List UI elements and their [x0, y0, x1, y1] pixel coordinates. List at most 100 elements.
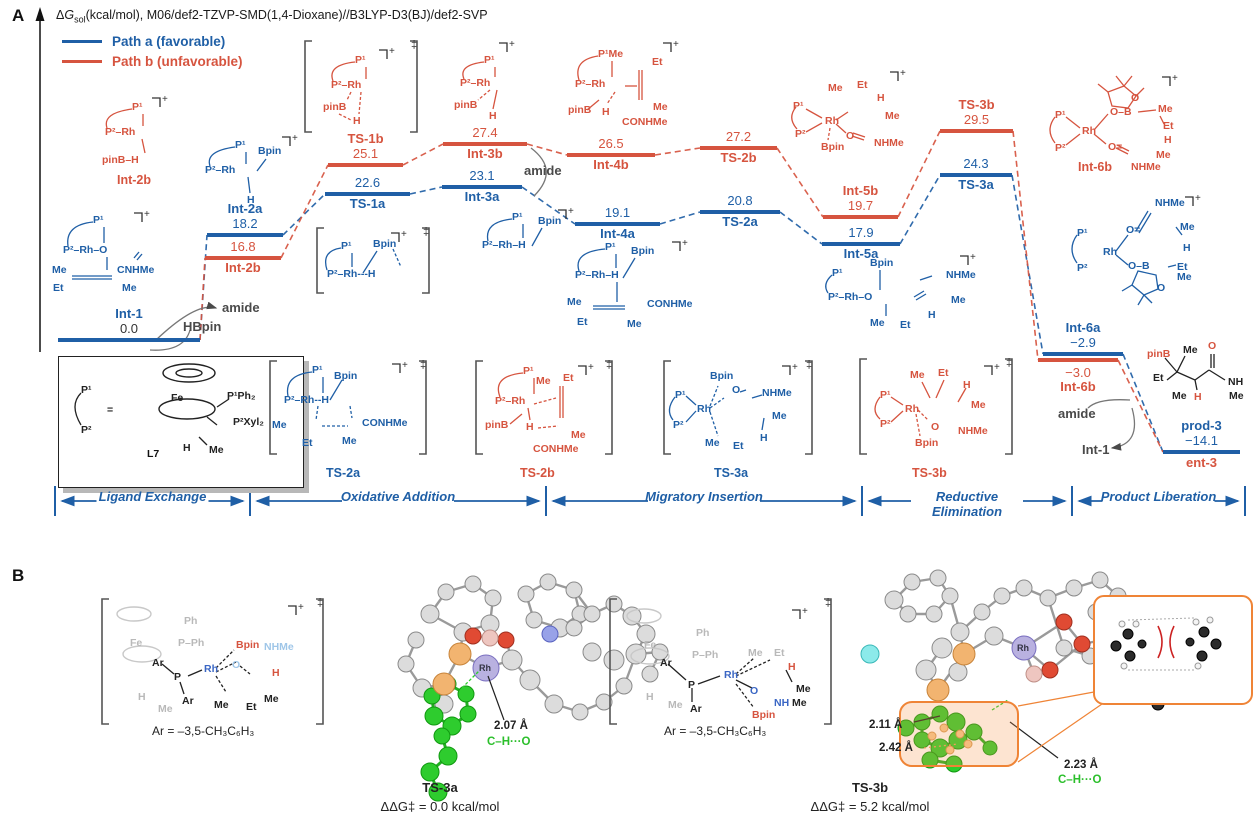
- plus-charge-icon: +: [792, 362, 798, 373]
- black-atom-sphere: [1185, 637, 1195, 647]
- bond: [1167, 264, 1177, 268]
- level-bar-ts3a: [940, 173, 1012, 177]
- gray-atom-sphere: [437, 583, 455, 601]
- atom-label: NHMe: [874, 137, 904, 149]
- bond-path: [1137, 294, 1145, 306]
- plus-charge-icon: +: [509, 39, 515, 50]
- green-atom-sphere: [433, 727, 451, 745]
- bond: [329, 379, 343, 401]
- structure-bonds-prod3: [1164, 354, 1226, 391]
- structure-int6b: + P¹ P² Rh O–B O Me Et H Me O= NHMe Int-6b: [1042, 60, 1242, 174]
- P-atom-sphere: [432, 672, 456, 696]
- structure-int4a: + P¹ Bpin P²–Rh–H Me CONHMe Et Me: [565, 238, 713, 340]
- atom-label: P²–Rh–H: [482, 239, 526, 251]
- atom-label: P–Ph: [178, 637, 205, 649]
- annotation-amide-2: amide: [524, 163, 562, 178]
- bond: [1093, 133, 1107, 145]
- panel-b-label: B: [12, 566, 25, 585]
- bond: [315, 405, 319, 421]
- bond: [1115, 147, 1129, 155]
- atom-label: P¹: [93, 214, 104, 226]
- bond: [709, 411, 719, 437]
- pointer-line: [487, 675, 505, 721]
- atom-label: Bpin: [258, 145, 282, 157]
- structure-ts1b: + ‡ P¹ P²–Rh pinB H: [303, 38, 419, 136]
- level-bar-ts2b: [700, 146, 777, 150]
- bond-path: [825, 274, 833, 294]
- bond-path: [1143, 294, 1153, 304]
- P-atom-sphere: [926, 678, 950, 702]
- annotation-hbpin-1: HBpin: [183, 319, 222, 334]
- green-atom-sphere: [457, 685, 475, 703]
- atom-label: P²: [1077, 262, 1088, 274]
- ddagger-icon: ‡: [423, 226, 429, 238]
- gray-atom-sphere: [1015, 579, 1033, 597]
- level-label-ts2b: TS-2b: [720, 150, 757, 165]
- structure-L7: P¹ = P² Fe P¹Ph₂ P²Xyl₂ H Me L7: [58, 356, 304, 488]
- atom-label: Me: [1172, 390, 1187, 402]
- level-value-ts3b: 29.5: [963, 112, 990, 127]
- gray-atom-sphere: [948, 662, 968, 682]
- atom-label: P: [174, 671, 182, 683]
- atom-label: Bpin: [915, 437, 939, 449]
- panel-a-label: A: [12, 6, 25, 25]
- gray-atom-sphere: [544, 694, 564, 714]
- atom-label: Me: [567, 296, 582, 308]
- structure-caption-ts2b: TS-2b: [520, 466, 555, 480]
- bond: [1176, 355, 1186, 373]
- measurement-label-5: C–H···O: [1058, 774, 1102, 786]
- bond-path: [392, 248, 402, 268]
- atom-label: P¹: [793, 100, 804, 112]
- atom-label: H: [760, 432, 768, 444]
- atom-label: O: [232, 659, 241, 671]
- bond: [1164, 357, 1178, 373]
- bond: [215, 661, 237, 673]
- atom-label: Et: [1177, 261, 1188, 273]
- atom-label: Me: [1177, 271, 1192, 283]
- level-label-ts1a: TS-1a: [349, 196, 386, 211]
- ring: [158, 398, 216, 420]
- atom-label: Bpin: [538, 215, 562, 227]
- bond: [935, 379, 945, 399]
- atom-label: H: [272, 667, 280, 679]
- annotation-arrow-0: [155, 301, 218, 341]
- atom-label: Ar: [690, 703, 702, 715]
- bond: [1115, 75, 1125, 87]
- structure-bonds-int5b: +: [791, 68, 906, 141]
- title-sub: sol: [74, 14, 86, 25]
- structure-bonds-ts2b: + ‡: [475, 359, 613, 455]
- bond: [1176, 371, 1196, 381]
- gray-atom-sphere: [984, 626, 1004, 646]
- charge-bracket-icon: [392, 363, 401, 373]
- gray-atom-sphere: [571, 703, 589, 721]
- white-atom-sphere: [1118, 620, 1126, 628]
- ddagger-icon: ‡: [420, 359, 426, 371]
- charge-bracket-icon: [499, 42, 508, 52]
- bond: [761, 417, 765, 431]
- left-bracket: [304, 40, 312, 133]
- bond-path: [577, 248, 606, 272]
- B-atom-sphere: [1025, 665, 1043, 683]
- atom-label: Ar: [660, 657, 672, 669]
- legend-path-b: Path b (unfavorable): [62, 54, 243, 69]
- plus-charge-icon: +: [802, 606, 808, 617]
- title-rest: (kcal/mol), M06/def2-TZVP-SMD(1,4-Dioxan…: [85, 8, 488, 22]
- bond-path: [105, 108, 133, 129]
- O-atom-sphere: [464, 627, 482, 645]
- structure-b-ts3b: + ‡ Fe Ph P–Ph Ar P Ar H Me Rh Me Et H Me O NH Me Bpin Ar =…: [608, 596, 833, 738]
- atom-label: O–B: [1110, 106, 1132, 118]
- charge-bracket-icon: [672, 241, 681, 251]
- atom-label: Me: [1158, 103, 1173, 115]
- bond: [1097, 83, 1109, 93]
- level-bar-int6a: [1043, 352, 1123, 356]
- bond-path: [286, 371, 313, 397]
- plus-charge-icon: +: [588, 362, 594, 373]
- black-atom-sphere: [1110, 640, 1122, 652]
- atom-label: P¹: [832, 267, 843, 279]
- measurement-label-2: 2.11 Å: [869, 719, 903, 731]
- atom-label: P²–Rh–H: [575, 269, 619, 281]
- N-atom-sphere: [541, 625, 559, 643]
- structure-caption-int6b: Int-6b: [1078, 160, 1113, 174]
- hh-contact-dotted: [1127, 617, 1195, 621]
